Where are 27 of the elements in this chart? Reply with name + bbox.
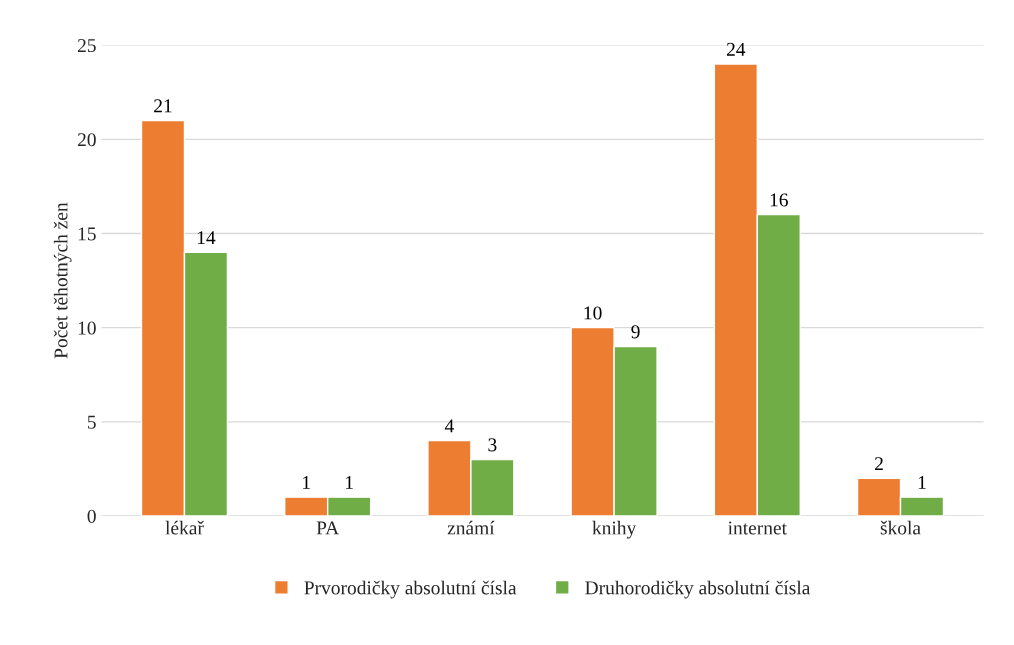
x-tick-label: knihy <box>592 520 637 539</box>
x-tick-label: internet <box>728 521 787 535</box>
data-label: 14 <box>197 231 216 245</box>
x-tick-label: škola <box>880 520 921 535</box>
y-tick-label: 20 <box>77 133 96 147</box>
data-label: 10 <box>584 306 602 320</box>
legend-label: Druhorodičky absolutní čísla <box>585 580 811 599</box>
data-label: 2 <box>875 457 883 471</box>
y-axis-title: Počet těhotných žen <box>53 202 72 359</box>
data-label: 4 <box>444 419 454 433</box>
data-label: 9 <box>631 325 640 339</box>
y-tick-label: 10 <box>78 321 96 335</box>
y-tick-label: 25 <box>77 39 96 53</box>
legend-label: Prvorodičky absolutní čísla <box>304 580 517 599</box>
y-tick-label: 0 <box>87 509 96 523</box>
data-label: 16 <box>770 193 788 207</box>
data-label: 1 <box>303 476 310 489</box>
data-label: 24 <box>726 42 746 56</box>
data-label: 21 <box>154 99 172 113</box>
y-tick-label: 5 <box>87 415 96 429</box>
data-label: 1 <box>346 476 353 489</box>
y-tick-label: 15 <box>78 227 96 241</box>
x-tick-label: známí <box>447 520 495 535</box>
data-label: 3 <box>488 438 497 452</box>
x-tick-label: lékař <box>165 520 204 535</box>
data-label: 1 <box>918 476 926 489</box>
x-tick-label: PA <box>316 521 340 535</box>
